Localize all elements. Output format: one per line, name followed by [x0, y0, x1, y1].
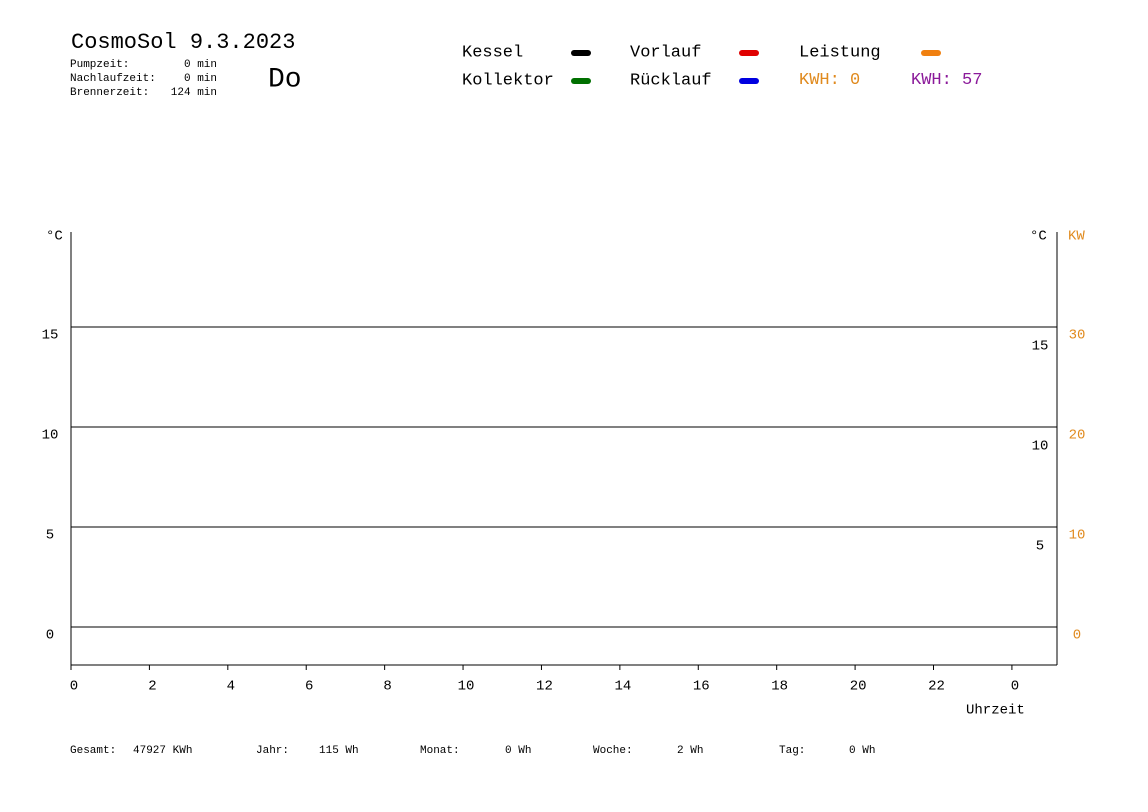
info-value: 124 min	[171, 87, 217, 99]
info-unit: min	[197, 73, 217, 85]
x-tick-label: 2	[148, 679, 156, 695]
y2-tick-label: 0	[1073, 628, 1081, 644]
kwh-value: 57	[962, 71, 982, 90]
y-unit-right: °C	[1030, 229, 1047, 245]
info-unit: min	[197, 59, 217, 71]
y-tick-label: 5	[46, 528, 54, 544]
y-tick-label: 0	[46, 628, 54, 644]
x-tick-label: 0	[70, 679, 78, 695]
total-unit: Wh	[345, 745, 358, 757]
info-label: Nachlaufzeit:	[70, 73, 156, 85]
legend-label: Rücklauf	[630, 71, 712, 90]
x-tick-label: 22	[928, 679, 945, 695]
total-label: Tag:	[779, 745, 805, 757]
y2-tick-label: 10	[1069, 528, 1086, 544]
y-tick-label-right: 10	[1032, 439, 1049, 455]
y-tick-label: 10	[42, 428, 59, 444]
info-label: Brennerzeit:	[70, 87, 149, 99]
y-tick-label-right: 15	[1032, 339, 1049, 355]
total-unit: Wh	[518, 745, 531, 757]
y-tick-label: 15	[42, 328, 59, 344]
total-value: 47927 KWh	[133, 745, 192, 757]
x-tick-label: 18	[771, 679, 788, 695]
kwh-label: KWH: 0	[799, 71, 860, 90]
total-number: 0	[505, 745, 512, 757]
info-value: 0 min	[184, 73, 217, 85]
info-number: 0	[184, 59, 191, 71]
total-label: Jahr:	[256, 745, 289, 757]
x-tick-label: 12	[536, 679, 553, 695]
x-tick-label: 20	[850, 679, 867, 695]
total-label: Gesamt:	[70, 745, 116, 757]
y2-unit: KW	[1068, 229, 1085, 245]
kwh-label: KWH: 57	[911, 71, 982, 90]
total-unit: KWh	[173, 745, 193, 757]
y-unit: °C	[46, 229, 63, 245]
y2-tick-label: 30	[1069, 328, 1086, 344]
total-value: 0 Wh	[849, 745, 875, 757]
x-tick-label: 10	[458, 679, 475, 695]
x-axis-label: Uhrzeit	[966, 703, 1025, 719]
kwh-text: KWH:	[911, 71, 952, 90]
legend-label: Leistung	[799, 43, 881, 62]
total-number: 0	[849, 745, 856, 757]
day-label: Do	[268, 64, 302, 95]
legend-label: Kollektor	[462, 71, 554, 90]
x-tick-label: 0	[1011, 679, 1019, 695]
x-tick-label: 14	[614, 679, 631, 695]
info-number: 124	[171, 87, 191, 99]
total-number: 115	[319, 745, 339, 757]
x-tick-label: 16	[693, 679, 710, 695]
kwh-value: 0	[850, 71, 860, 90]
total-label: Monat:	[420, 745, 460, 757]
x-tick-label: 6	[305, 679, 313, 695]
x-tick-label: 8	[383, 679, 391, 695]
chart-title: CosmoSol 9.3.2023	[71, 30, 295, 55]
info-number: 0	[184, 73, 191, 85]
total-value: 115 Wh	[319, 745, 359, 757]
total-label: Woche:	[593, 745, 633, 757]
total-number: 2	[677, 745, 684, 757]
y-tick-label-right: 5	[1036, 539, 1044, 555]
info-label: Pumpzeit:	[70, 59, 129, 71]
total-number: 47927	[133, 745, 166, 757]
total-unit: Wh	[690, 745, 703, 757]
legend-label: Vorlauf	[630, 43, 701, 62]
kwh-text: KWH:	[799, 71, 840, 90]
x-tick-label: 4	[227, 679, 235, 695]
total-value: 2 Wh	[677, 745, 703, 757]
info-value: 0 min	[184, 59, 217, 71]
y2-tick-label: 20	[1069, 428, 1086, 444]
legend-label: Kessel	[462, 43, 523, 62]
total-value: 0 Wh	[505, 745, 531, 757]
total-unit: Wh	[862, 745, 875, 757]
info-unit: min	[197, 87, 217, 99]
